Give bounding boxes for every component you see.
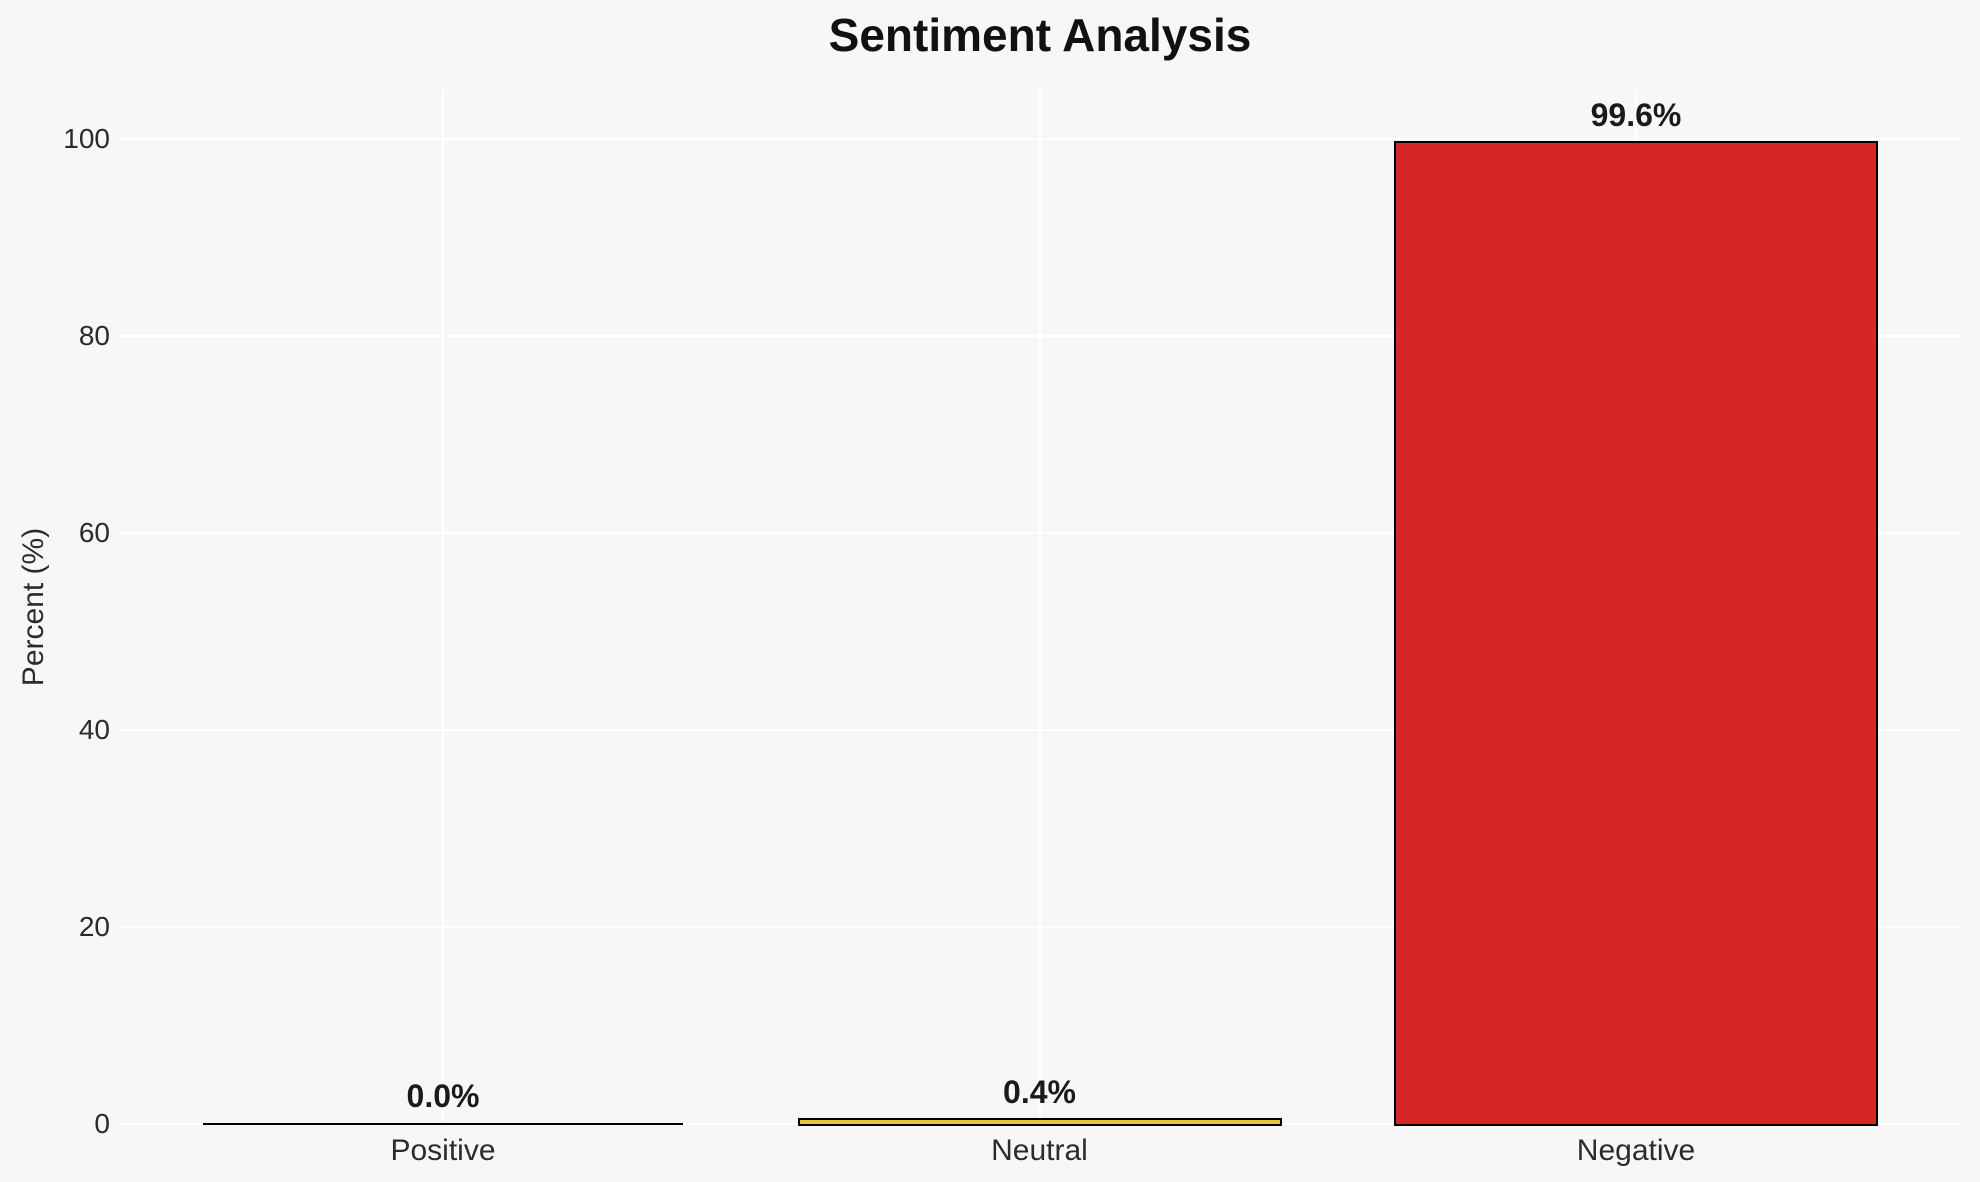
bar-value-label: 99.6% — [1590, 97, 1682, 133]
y-tick-label: 100 — [63, 123, 110, 155]
y-tick-label: 40 — [78, 714, 110, 746]
bar-negative — [1394, 141, 1878, 1126]
v-gridline — [1038, 90, 1041, 1124]
bar-neutral — [797, 1118, 1282, 1126]
x-tick-label: Positive — [390, 1134, 496, 1167]
bar-value-label: 0.4% — [1003, 1074, 1076, 1110]
bar-positive — [203, 1123, 683, 1125]
y-tick-label: 80 — [78, 320, 110, 352]
v-gridline — [442, 90, 444, 1124]
y-tick-label: 0 — [94, 1108, 110, 1139]
bar-value-label: 0.0% — [406, 1078, 480, 1114]
chart-title: Sentiment Analysis — [828, 9, 1252, 61]
y-axis-label: Percent (%) — [17, 527, 50, 687]
x-tick-label: Neutral — [991, 1134, 1088, 1167]
y-tick-label: 20 — [78, 911, 110, 943]
y-tick-label: 60 — [78, 517, 110, 549]
x-tick-label: Negative — [1576, 1134, 1696, 1167]
